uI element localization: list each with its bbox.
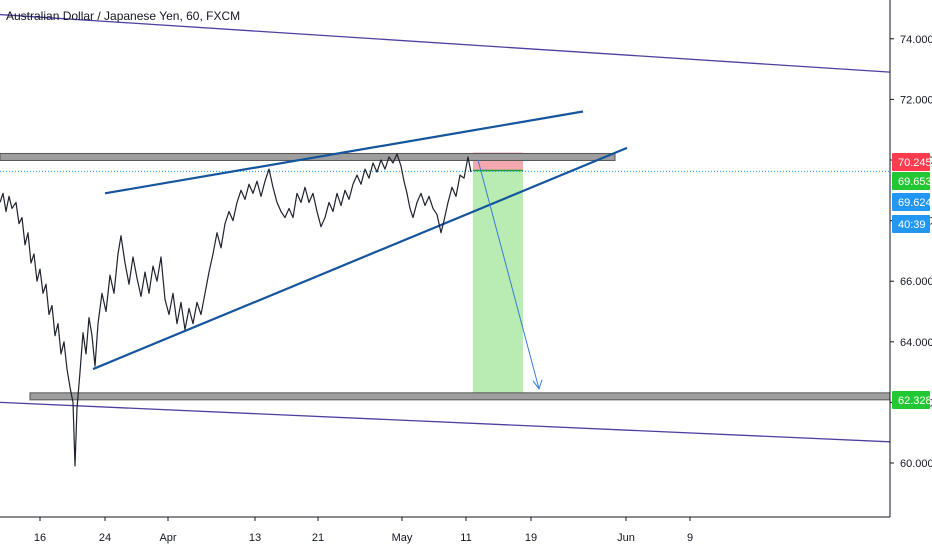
arrow-head-icon <box>532 379 543 390</box>
y-tick-label: 60.000 <box>900 458 932 470</box>
x-tick-label: 11 <box>460 532 471 544</box>
chart-title: Australian Dollar / Japanese Yen, 60, FX… <box>6 9 241 23</box>
x-tick-label: 24 <box>99 532 111 544</box>
price-tag <box>892 172 930 190</box>
support-resistance-zone[interactable] <box>29 392 891 401</box>
support-resistance-zone[interactable] <box>0 152 616 161</box>
trendline[interactable] <box>0 401 891 443</box>
x-tick-label: Jun <box>617 532 635 544</box>
price-tag <box>892 153 930 171</box>
plot-area[interactable] <box>0 13 891 467</box>
price-tag-label: 69.624 <box>898 197 932 209</box>
price-tags: 70.245 69.653 69.624 40:39 62.328 <box>892 153 932 409</box>
price-tag-label: 69.653 <box>898 176 932 188</box>
x-tick-label: Apr <box>159 532 176 544</box>
price-tag-label: 62.328 <box>898 395 932 407</box>
x-tick-label: 9 <box>687 532 693 544</box>
x-tick-label: May <box>392 532 413 544</box>
x-tick-label: 13 <box>249 532 261 544</box>
y-tick-label: 64.000 <box>900 337 932 349</box>
y-tick-label: 74.000 <box>900 34 932 46</box>
price-tag-label: 70.245 <box>898 157 932 169</box>
y-tick-label: 66.000 <box>900 276 932 288</box>
trendline[interactable] <box>104 110 584 195</box>
y-tick-label: 72.000 <box>900 94 932 106</box>
price-series-line <box>0 153 472 467</box>
x-tick-label: 19 <box>525 532 537 544</box>
price-tag <box>892 193 930 211</box>
price-tag-label: 40:39 <box>898 219 926 231</box>
x-tick-label: 21 <box>312 532 324 544</box>
trendline[interactable] <box>92 146 628 371</box>
price-tag <box>892 215 930 233</box>
price-tag <box>892 391 930 409</box>
x-tick-label: 16 <box>34 532 46 544</box>
profit-zone[interactable] <box>473 170 523 393</box>
trendline[interactable] <box>0 13 891 73</box>
target-arrow-line <box>477 159 540 389</box>
